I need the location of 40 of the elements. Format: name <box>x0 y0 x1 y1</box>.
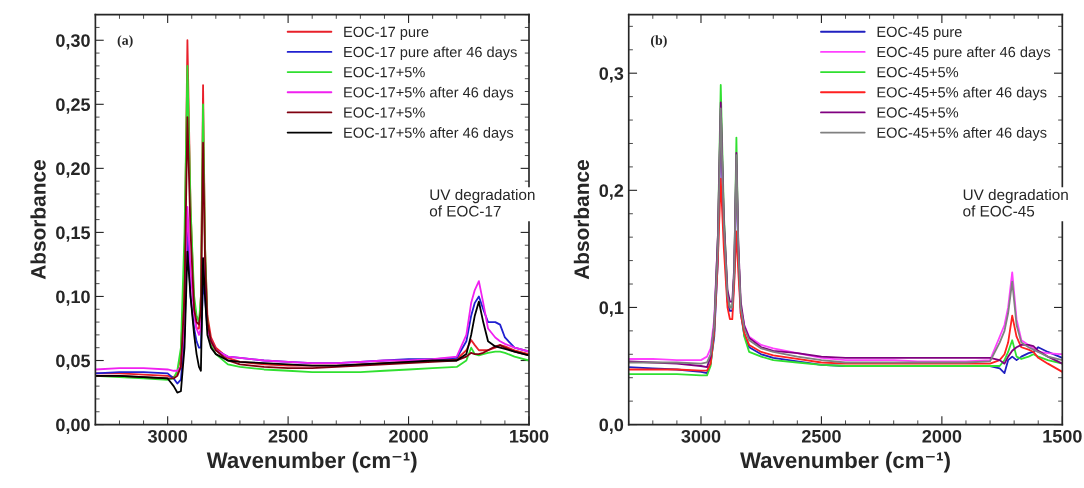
y-tick-label: 0,15 <box>56 226 91 242</box>
annotation: UV degradation of EOC-45 <box>963 188 1068 217</box>
legend-label: EOC-45+5% <box>877 107 959 118</box>
line-series <box>95 250 529 394</box>
legend-label: EOC-17+5% after 46 days <box>344 86 514 101</box>
y-axis-title: Absorbance <box>573 160 590 280</box>
legend-label: EOC-17 pure <box>344 26 429 40</box>
y-tick-label: 0,2 <box>599 184 624 200</box>
x-tick-label: 3000 <box>147 429 187 443</box>
annotation: UV degradation of EOC-17 <box>429 188 535 217</box>
legend-label: EOC-17 pure after 46 days <box>344 46 517 61</box>
y-tick-label: 0,00 <box>56 418 90 434</box>
y-tick-label: 0,1 <box>599 301 624 317</box>
annotation: (a) <box>117 35 133 48</box>
y-tick-label: 0,0 <box>599 418 624 434</box>
x-tick-label: 2000 <box>389 429 428 443</box>
legend-label: EOC-17+5% <box>344 67 425 78</box>
x-tick-label: 1500 <box>1043 429 1082 443</box>
x-tick-label: 2000 <box>922 429 962 443</box>
y-tick-label: 0,05 <box>56 354 91 370</box>
legend-label: EOC-17+5% after 46 days <box>344 127 514 141</box>
y-tick-label: 0,30 <box>56 34 90 50</box>
annotation: (b) <box>651 35 667 48</box>
x-tick-label: 2500 <box>268 429 308 443</box>
x-axis-title: Wavenumber (cm⁻¹) <box>206 451 417 473</box>
y-tick-label: 0,20 <box>56 162 90 178</box>
x-tick-label: 1500 <box>510 429 549 443</box>
x-axis-title: Wavenumber (cm⁻¹) <box>740 451 950 473</box>
y-tick-label: 0,25 <box>56 98 91 114</box>
legend-label: EOC-17+5% <box>344 107 425 118</box>
x-tick-label: 3000 <box>681 429 721 443</box>
legend-label: EOC-45+5% <box>877 67 959 78</box>
x-tick-label: 2500 <box>801 429 841 443</box>
legend-label: EOC-45 pure after 46 days <box>877 46 1051 61</box>
legend-label: EOC-45+5% after 46 days <box>877 127 1047 141</box>
y-tick-label: 0,10 <box>56 290 90 306</box>
y-axis-title: Absorbance <box>30 160 46 280</box>
legend-label: EOC-45 pure <box>877 26 962 40</box>
y-tick-label: 0,3 <box>599 67 624 83</box>
legend-label: EOC-45+5% after 46 days <box>877 86 1047 101</box>
